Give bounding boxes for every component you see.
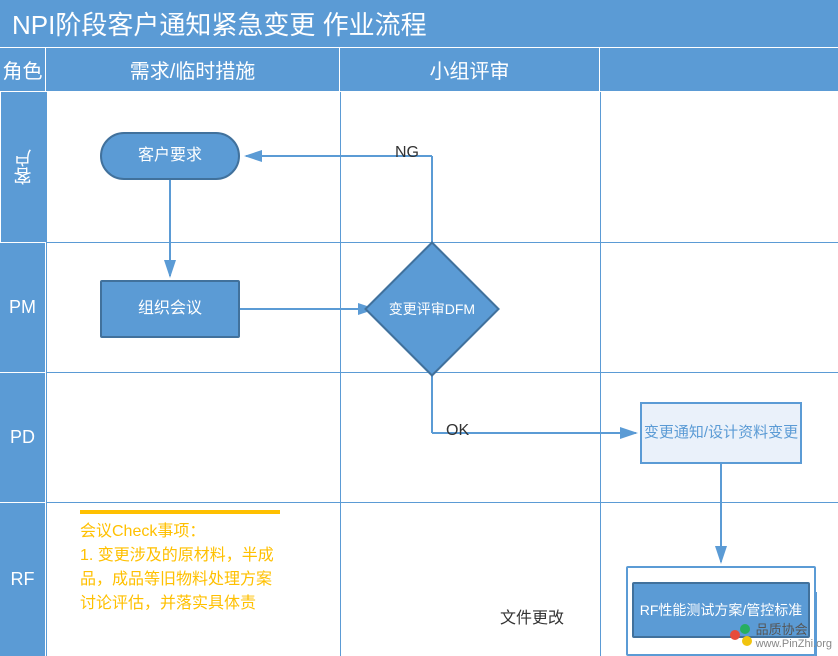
rowlabel-pd: PD bbox=[0, 372, 46, 502]
rowlabel-rf: RF bbox=[0, 502, 46, 656]
watermark: 品质协会 www.PinZhi.org bbox=[730, 619, 832, 650]
page-title: NPI阶段客户通知紧急变更 作业流程 bbox=[0, 0, 838, 48]
gridline bbox=[600, 92, 601, 656]
edge-label-ng: NG bbox=[395, 144, 419, 162]
gridline bbox=[340, 92, 341, 656]
note-title: 会议Check事项： bbox=[80, 520, 280, 544]
row-divider bbox=[0, 372, 46, 373]
gridline bbox=[46, 372, 838, 373]
watermark-logo-icon bbox=[730, 624, 752, 646]
row-divider bbox=[0, 242, 46, 243]
rowlabel-pm: PM bbox=[0, 242, 46, 372]
swimlane-area: 客户 PM PD RF 客户要求 组织会议 变更评审 bbox=[0, 92, 838, 656]
col-role: 角色 bbox=[0, 48, 46, 91]
node-change-notice: 变更通知/设计资料变更 bbox=[640, 402, 802, 464]
gridline bbox=[46, 502, 838, 503]
node-dfm-decision: 变更评审DFM bbox=[364, 241, 500, 377]
gridline bbox=[46, 242, 838, 243]
edge-label-ok: OK bbox=[446, 422, 469, 440]
col-c3 bbox=[600, 48, 838, 91]
node-dfm-label: 变更评审DFM bbox=[386, 300, 478, 318]
rowlabel-customer: 客户 bbox=[0, 92, 46, 242]
meeting-check-note: 会议Check事项： 1. 变更涉及的原材料，半成品，成品等旧物料处理方案讨论评… bbox=[80, 510, 280, 616]
watermark-line2: www.PinZhi.org bbox=[756, 638, 832, 650]
node-organize-meeting: 组织会议 bbox=[100, 280, 240, 338]
row-divider bbox=[0, 502, 46, 503]
edge-label-file: 文件更改 bbox=[500, 604, 564, 628]
col-c1: 需求/临时措施 bbox=[46, 48, 340, 91]
column-header-row: 角色 需求/临时措施 小组评审 bbox=[0, 48, 838, 92]
node-customer-request: 客户要求 bbox=[100, 132, 240, 180]
watermark-line1: 品质协会 bbox=[756, 619, 832, 638]
note-body: 1. 变更涉及的原材料，半成品，成品等旧物料处理方案讨论评估，并落实具体责 bbox=[80, 544, 280, 616]
col-c2: 小组评审 bbox=[340, 48, 600, 91]
gridline bbox=[46, 92, 47, 656]
